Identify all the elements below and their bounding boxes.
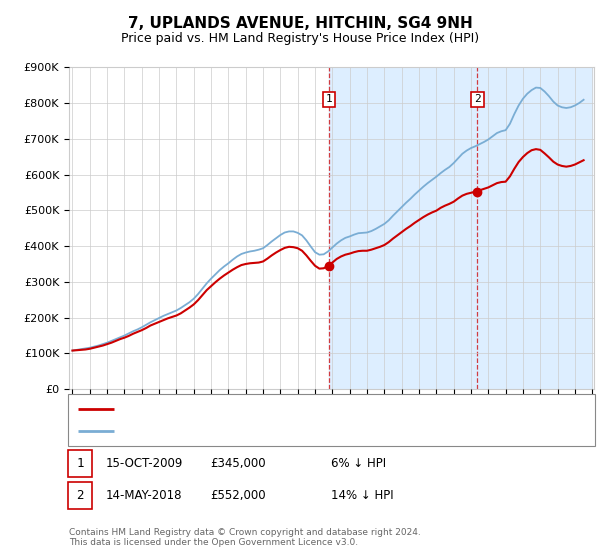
Bar — [329, 67, 478, 389]
Bar — [478, 67, 592, 389]
Text: Contains HM Land Registry data © Crown copyright and database right 2024.
This d: Contains HM Land Registry data © Crown c… — [69, 528, 421, 547]
Text: 2: 2 — [76, 489, 83, 502]
Text: 14-MAY-2018: 14-MAY-2018 — [106, 489, 182, 502]
Text: 15-OCT-2009: 15-OCT-2009 — [106, 457, 183, 470]
Text: 7, UPLANDS AVENUE, HITCHIN, SG4 9NH: 7, UPLANDS AVENUE, HITCHIN, SG4 9NH — [128, 16, 472, 31]
Text: HPI: Average price, detached house, North Hertfordshire: HPI: Average price, detached house, Nort… — [121, 426, 436, 436]
Text: 6% ↓ HPI: 6% ↓ HPI — [331, 457, 386, 470]
Text: 1: 1 — [325, 95, 332, 104]
Text: 7, UPLANDS AVENUE, HITCHIN, SG4 9NH (detached house): 7, UPLANDS AVENUE, HITCHIN, SG4 9NH (det… — [121, 404, 448, 414]
Text: Price paid vs. HM Land Registry's House Price Index (HPI): Price paid vs. HM Land Registry's House … — [121, 32, 479, 45]
Text: 14% ↓ HPI: 14% ↓ HPI — [331, 489, 393, 502]
Text: 1: 1 — [76, 457, 83, 470]
Text: £552,000: £552,000 — [211, 489, 266, 502]
Text: 2: 2 — [474, 95, 481, 104]
Text: £345,000: £345,000 — [211, 457, 266, 470]
